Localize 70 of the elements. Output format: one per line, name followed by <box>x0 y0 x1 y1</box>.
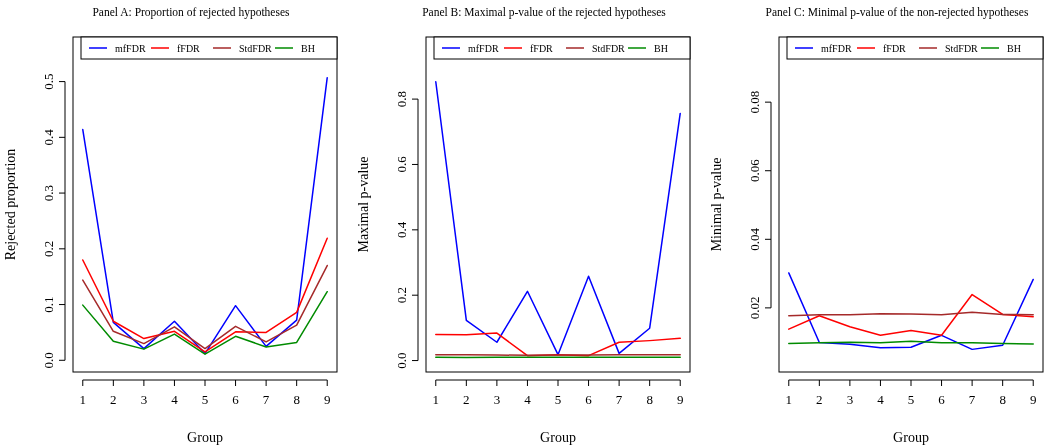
y-tick-label: 0.5 <box>41 73 56 90</box>
x-tick-label: 6 <box>938 392 946 407</box>
x-tick-label: 7 <box>615 392 623 407</box>
legend-label: fFDR <box>177 43 201 54</box>
x-axis-title: Group <box>540 430 576 445</box>
legend-label: fFDR <box>883 43 907 54</box>
x-tick-label: 1 <box>785 392 793 407</box>
y-tick-label: 0.2 <box>41 240 56 257</box>
x-tick-label: 8 <box>999 392 1006 407</box>
y-tick-label: 0.04 <box>747 227 762 251</box>
legend-label: BH <box>301 43 315 54</box>
line-series <box>82 264 328 350</box>
legend-label: mfFDR <box>115 43 146 54</box>
y-tick-label: 0.2 <box>394 287 409 304</box>
y-tick-label: 0.06 <box>747 158 762 183</box>
x-tick-label: 3 <box>846 392 854 407</box>
y-tick-label: 0.0 <box>394 352 409 369</box>
legend-label: StdFDR <box>945 43 979 54</box>
x-tick-label: 5 <box>554 392 562 407</box>
legend-label: BH <box>654 43 668 54</box>
x-tick-label: 9 <box>323 392 331 407</box>
chart-title: Panel C: Minimal p-value of the non-rejected hypotheses <box>765 6 1029 19</box>
x-tick-label: 1 <box>79 392 87 407</box>
x-axis-title: Group <box>893 430 929 445</box>
x-tick-label: 8 <box>293 392 300 407</box>
x-tick-label: 5 <box>201 392 209 407</box>
x-tick-label: 3 <box>493 392 501 407</box>
x-axis-title: Group <box>187 430 223 445</box>
line-series <box>435 81 681 356</box>
legend-label: BH <box>1007 43 1021 54</box>
y-tick-label: 0.0 <box>41 352 56 369</box>
chart-title: Panel A: Proportion of rejected hypotheses <box>92 6 291 19</box>
x-tick-label: 6 <box>232 392 240 407</box>
legend-label: fFDR <box>530 43 554 54</box>
line-series <box>788 293 1034 337</box>
x-tick-label: 2 <box>463 392 470 407</box>
x-tick-label: 7 <box>968 392 976 407</box>
y-tick-label: 0.8 <box>394 90 409 108</box>
y-tick-label: 0.1 <box>41 296 56 313</box>
x-tick-label: 5 <box>907 392 915 407</box>
x-tick-label: 3 <box>140 392 148 407</box>
line-series <box>82 76 328 355</box>
x-tick-label: 4 <box>524 392 532 407</box>
y-tick-label: 0.08 <box>747 90 762 114</box>
chart-title: Panel B: Maximal p-value of the rejected hypotheses <box>422 6 667 19</box>
legend-label: StdFDR <box>592 43 626 54</box>
y-axis-title: Minimal p-value <box>709 157 724 252</box>
y-tick-label: 0.02 <box>747 296 762 320</box>
x-tick-label: 2 <box>110 392 117 407</box>
legend-label: StdFDR <box>239 43 273 54</box>
x-tick-label: 2 <box>816 392 823 407</box>
x-tick-label: 6 <box>585 392 593 407</box>
line-series <box>788 272 1034 351</box>
line-series <box>82 237 328 353</box>
x-tick-label: 4 <box>171 392 179 407</box>
y-tick-label: 0.4 <box>394 221 409 238</box>
x-tick-label: 1 <box>432 392 440 407</box>
legend-label: mfFDR <box>468 43 499 54</box>
x-tick-label: 9 <box>676 392 684 407</box>
x-tick-label: 9 <box>1029 392 1037 407</box>
line-series <box>82 290 328 355</box>
y-axis-title: Maximal p-value <box>356 156 371 253</box>
x-tick-label: 4 <box>877 392 885 407</box>
y-tick-label: 0.3 <box>41 184 56 202</box>
y-axis-title: Rejected proportion <box>3 148 18 261</box>
y-tick-label: 0.4 <box>41 128 56 146</box>
x-tick-label: 8 <box>646 392 653 407</box>
legend-label: mfFDR <box>821 43 852 54</box>
y-tick-label: 0.6 <box>394 155 409 173</box>
x-tick-label: 7 <box>262 392 270 407</box>
